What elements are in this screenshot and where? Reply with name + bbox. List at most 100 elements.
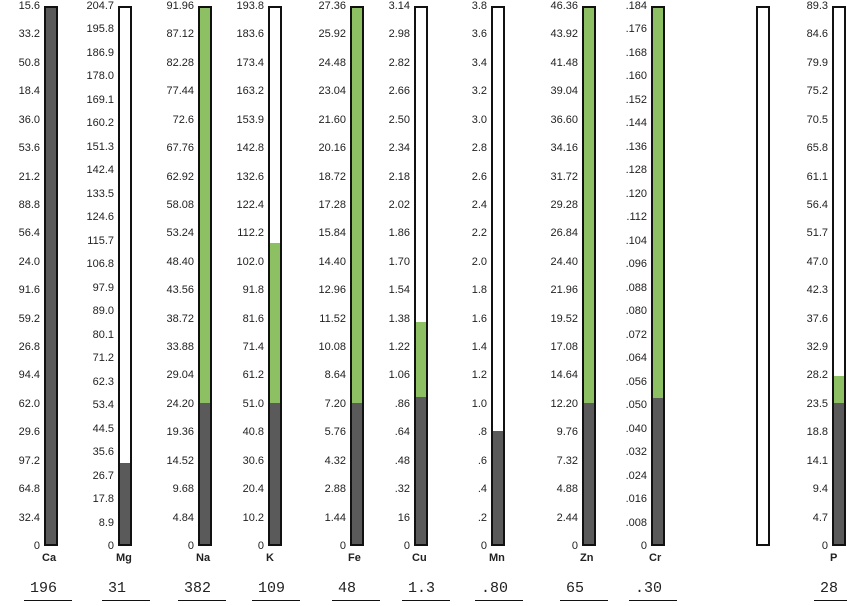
tick-label: 2.6 [471,170,487,183]
bar-fill-normal [46,8,56,544]
result-value: 109 [258,580,286,597]
tick-label: 11.52 [319,312,346,325]
tick-label: .32 [394,483,410,496]
tick-label: 0 [403,540,410,552]
tick-label: 9.68 [172,483,194,496]
tick-label: 7.20 [324,397,346,410]
tick-label: 82.28 [166,56,194,69]
tick-label: 18.72 [318,170,346,183]
bar-blank [756,6,770,546]
tick-label: 2.66 [388,85,410,98]
tick-label: 62.3 [92,375,114,388]
tick-label: 91.8 [242,284,264,297]
element-label: Cr [649,552,662,564]
tick-label: 32.9 [806,341,828,354]
result-underline [332,600,380,601]
tick-label: 0 [821,540,828,552]
result-underline [814,600,847,601]
tick-label: 1.6 [471,312,487,325]
tick-label: 56.4 [18,227,40,240]
tick-label: .184 [625,0,647,12]
tick-label: 18.8 [806,426,828,439]
tick-label: 132.6 [236,170,264,183]
tick-label: .040 [625,422,647,435]
element-label: K [266,552,274,564]
tick-label: .104 [625,234,647,247]
tick-label: 61.2 [242,369,264,382]
tick-label: 3.0 [471,113,487,126]
tick-label: 23.04 [318,85,346,98]
tick-label: 53.24 [166,227,194,240]
tick-label: 71.4 [242,341,264,354]
tick-label: 1.54 [388,284,410,297]
result-value: 382 [184,580,212,597]
tick-label: 14.40 [318,255,346,268]
tick-label: .6 [477,454,487,467]
element-column-P: 89.3 84.6 79.9 75.2 70.5 65.8 61.1 56.4 51.7 47.0… [780,0,847,606]
element-label: Mg [116,552,132,564]
bar-Fe [350,6,364,546]
element-column-Cu: 3.14 2.98 2.82 2.66 2.50 2.34 2.18 2.02 1.86 1.70… [380,0,455,606]
tick-label: 3.4 [471,56,487,69]
result-underline [24,600,72,601]
tick-label: 18.4 [18,85,40,98]
tick-label: 0 [187,540,194,552]
tick-label: 0 [33,540,40,552]
bar-Zn [582,6,596,546]
element-label: Na [196,552,211,564]
tick-label: 36.60 [550,113,578,126]
bar-Cr [651,6,665,546]
tick-label: 19.52 [550,312,578,325]
result-underline [475,600,523,601]
bar-fill-normal [493,431,503,544]
tick-label: 12.96 [318,284,346,297]
tick-label: 38.72 [166,312,194,325]
result-value: 31 [108,580,127,597]
bar-K [268,6,282,546]
tick-label: 32.4 [18,511,40,524]
tick-label: 2.0 [471,255,487,268]
bar-fill-normal [120,462,130,544]
tick-label: 24.0 [18,255,40,268]
tick-label: .050 [625,399,647,412]
element-column-K: 193.8 183.6 173.4 163.2 153.9 142.8 132.6 122.4… [228,0,303,606]
tick-label: 27.36 [318,0,346,12]
tick-label: 58.08 [166,198,194,211]
tick-label: .144 [625,117,647,130]
tick-label: 40.8 [242,426,264,439]
tick-label: 3.6 [471,28,487,41]
bar-fill-normal [200,402,210,544]
tick-label: 5.76 [324,426,346,439]
tick-label: 41.48 [550,56,578,69]
tick-label: .064 [625,352,647,365]
tick-label: .112 [626,211,647,224]
tick-label: .088 [625,281,647,294]
tick-label: .168 [625,46,647,59]
tick-label: 3.8 [471,0,487,12]
tick-label: 0 [480,540,487,552]
tick-label: 15.6 [18,0,40,12]
element-column-Na: 91.96 87.12 82.28 77.44 72.6 67.76 62.92 58.08 5… [150,0,226,606]
tick-label: 183.6 [236,28,264,41]
tick-label: 9.76 [556,426,578,439]
bar-fill-excess [416,322,426,398]
tick-label: 8.64 [324,369,346,382]
tick-label: 169.1 [86,93,114,106]
tick-label: .080 [625,305,647,318]
tick-label: .4 [477,483,487,496]
tick-label: 71.2 [92,352,114,365]
tick-label: 2.2 [471,227,487,240]
element-column-Mg: 204.7 195.8 186.9 178.0 169.1 160.2 151.3 142.4… [78,0,153,606]
tick-label: .024 [625,469,647,482]
tick-label: 2.44 [556,511,578,524]
tick-label: 10.2 [242,511,264,524]
tick-label: 4.88 [556,483,578,496]
tick-label: 2.82 [388,56,410,69]
tick-label: 33.2 [18,28,40,41]
tick-label: 23.5 [806,397,828,410]
tick-label: 17.8 [92,493,114,506]
tick-label: 186.9 [86,46,114,59]
bar-Mn [491,6,505,546]
tick-label: 2.34 [388,142,410,155]
tick-label: 10.08 [318,341,346,354]
